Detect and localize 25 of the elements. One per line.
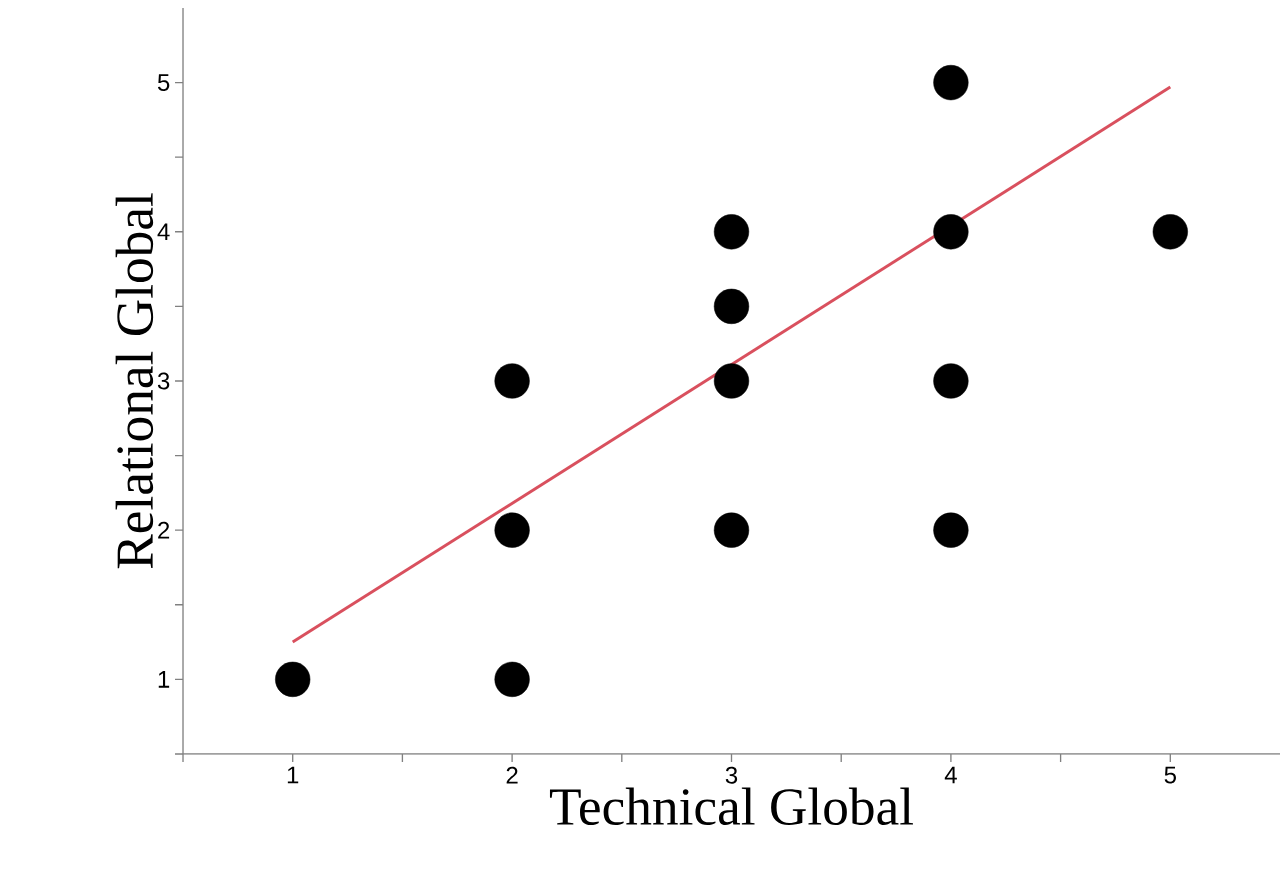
- point: [494, 512, 530, 548]
- x-axis-title: Technical Global: [549, 787, 913, 826]
- point: [494, 363, 530, 399]
- x-tick-label: 1: [287, 766, 299, 784]
- point: [494, 661, 530, 697]
- point: [713, 512, 750, 548]
- y-tick-label: 1: [158, 671, 170, 688]
- point: [1152, 214, 1188, 250]
- x-tick-label: 3: [725, 766, 738, 784]
- x-tick-label: 2: [506, 766, 518, 784]
- point: [933, 214, 969, 250]
- point: [713, 214, 750, 250]
- x-tick-label: 4: [944, 766, 957, 784]
- point: [713, 288, 750, 324]
- y-tick-label: 5: [157, 74, 170, 91]
- point: [275, 661, 311, 697]
- y-axis-title: Relational Global: [115, 193, 154, 569]
- point: [933, 363, 969, 399]
- x-tick-label: 5: [1164, 766, 1176, 784]
- point: [933, 64, 969, 101]
- y-tick-label: 2: [158, 521, 170, 539]
- y-tick-label: 3: [157, 372, 170, 390]
- y-tick-label: 4: [157, 223, 170, 241]
- point: [713, 363, 750, 399]
- point: [933, 512, 969, 548]
